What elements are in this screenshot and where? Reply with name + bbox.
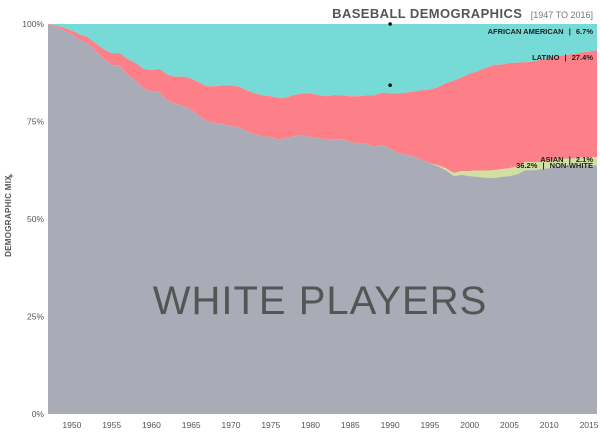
- series-labels: AFRICAN AMERICAN | 6.7% LATINO | 27.4% A…: [488, 27, 594, 170]
- x-tick-label: 1985: [341, 420, 360, 430]
- y-tick-label: 0%: [32, 409, 45, 419]
- y-axis-label: DEMOGRAPHIC MIX: [4, 175, 13, 257]
- x-tick-label: 2010: [540, 420, 559, 430]
- y-tick-label: 100%: [22, 19, 44, 29]
- title-text: BASEBALL DEMOGRAPHICS: [332, 6, 522, 21]
- annotation-dot: [388, 22, 392, 26]
- y-tick-label: 75%: [27, 117, 44, 127]
- white-players-label: WHITE PLAYERS: [153, 279, 488, 323]
- x-tick-label: 1960: [142, 420, 161, 430]
- annotation-markers: [388, 22, 392, 88]
- x-tick-label: 1970: [222, 420, 241, 430]
- x-tick-label: 1950: [62, 420, 81, 430]
- x-tick-label: 2000: [460, 420, 479, 430]
- y-axis-ticks: 0% 25% 50% 75% 100%: [22, 19, 44, 419]
- asian-area[interactable]: [48, 24, 597, 179]
- african-american-label: AFRICAN AMERICAN | 6.7%: [488, 27, 594, 36]
- svg-text:BASEBALL DEMOGRAPHICS [1: BASEBALL DEMOGRAPHICS [1947 TO 2016]: [332, 5, 593, 22]
- y-tick-label: 25%: [27, 312, 44, 322]
- white-area[interactable]: [48, 24, 597, 415]
- annotation-dot: [388, 83, 392, 88]
- latino-area[interactable]: [48, 24, 597, 173]
- x-tick-label: 1965: [182, 420, 201, 430]
- x-tick-label: 1955: [102, 420, 121, 430]
- x-tick-label: 2005: [500, 420, 519, 430]
- x-tick-label: 2015: [580, 420, 599, 430]
- chart-title: BASEBALL DEMOGRAPHICS [1947 TO 2016]: [332, 5, 593, 22]
- latino-label: LATINO | 27.4%: [532, 53, 593, 62]
- x-tick-label: 1990: [381, 420, 400, 430]
- asian-label: ASIAN | 2.1%: [540, 155, 593, 164]
- non-white-label: 36.2% | NON-WHITE: [516, 161, 593, 170]
- x-tick-label: 1975: [261, 420, 280, 430]
- y-tick-label: 50%: [27, 214, 44, 224]
- x-axis-ticks: 1950 1955 1960 1965 1970 1975 1980 1985 1990 1995…: [62, 420, 598, 430]
- stacked-area-group: [48, 24, 597, 415]
- x-tick-label: 1980: [301, 420, 320, 430]
- subtitle-text: [1947 TO 2016]: [531, 10, 593, 20]
- x-tick-label: 1995: [420, 420, 439, 430]
- african-american-area[interactable]: [48, 24, 597, 99]
